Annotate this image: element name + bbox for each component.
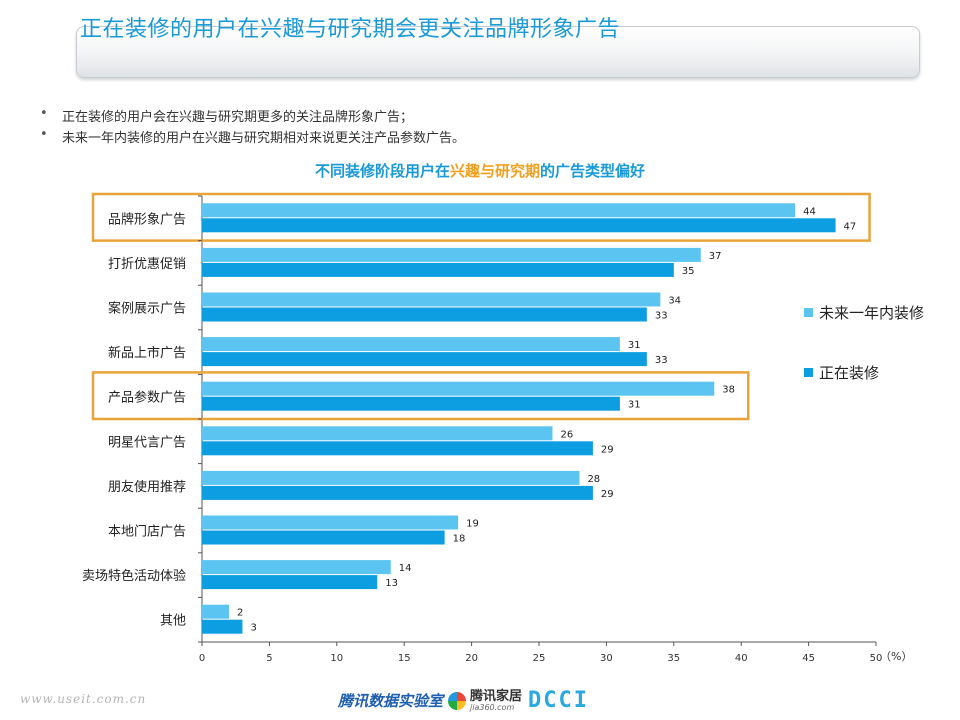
- bar-current: [202, 575, 378, 590]
- bullet-dot-icon: •: [40, 106, 48, 121]
- bullet-item: • 未来一年内装修的用户在兴趣与研究期相对来说更关注产品参数广告。: [40, 127, 465, 148]
- jia360-logo-subtext: jia360.com: [470, 703, 515, 712]
- legend-label-current: 正在装修: [819, 364, 880, 382]
- bar-current: [202, 396, 620, 411]
- data-label: 35: [682, 266, 695, 277]
- category-label: 产品参数广告: [108, 390, 186, 406]
- bar-current: [202, 485, 593, 500]
- x-tick-label: 25: [533, 653, 546, 664]
- bullet-list: • 正在装修的用户会在兴趣与研究期更多的关注品牌形象广告； • 未来一年内装修的…: [40, 106, 465, 148]
- chart-title-part1: 不同装修阶段用户在: [314, 162, 450, 180]
- page-title: 正在装修的用户在兴趣与研究期会更关注品牌形象广告: [80, 17, 621, 42]
- data-label: 28: [587, 474, 600, 485]
- footer-logo-jia360: 腾讯家居 jia360.com: [448, 688, 522, 714]
- axis-unit-label: （%）: [880, 650, 913, 663]
- category-label: 卖场特色活动体验: [82, 568, 186, 584]
- category-label: 品牌形象广告: [108, 211, 186, 227]
- x-tick-label: 30: [600, 653, 613, 664]
- bar-future: [202, 426, 553, 441]
- data-label: 26: [560, 429, 573, 440]
- data-label: 2: [237, 608, 243, 619]
- bar-current: [202, 530, 445, 545]
- x-tick-label: 5: [266, 653, 272, 664]
- x-tick-label: 0: [199, 653, 205, 664]
- data-label: 33: [655, 311, 668, 322]
- bar-current: [202, 262, 674, 277]
- jia360-logo-icon: [448, 692, 466, 710]
- legend-swatch-current: [804, 368, 813, 377]
- x-tick-label: 10: [330, 653, 343, 664]
- x-tick-label: 35: [667, 653, 680, 664]
- category-label: 新品上市广告: [108, 345, 186, 361]
- legend-swatch-future: [804, 308, 813, 317]
- data-label: 13: [385, 578, 398, 589]
- x-tick-label: 50: [870, 653, 883, 664]
- legend-item-future: 未来一年内装修: [804, 302, 924, 323]
- data-label: 34: [668, 296, 681, 307]
- category-label: 案例展示广告: [108, 302, 186, 317]
- legend-item-current: 正在装修: [804, 362, 879, 383]
- chart-title-part2: 的广告类型偏好: [540, 162, 646, 180]
- bar-current: [202, 352, 647, 367]
- bullet-text: 未来一年内装修的用户在兴趣与研究期相对来说更关注产品参数广告。: [62, 131, 466, 146]
- chart-title: 不同装修阶段用户在兴趣与研究期的广告类型偏好: [0, 160, 960, 181]
- bar-future: [202, 292, 661, 307]
- bullet-text: 正在装修的用户会在兴趣与研究期更多的关注品牌形象广告；: [62, 110, 414, 125]
- bar-future: [202, 515, 459, 530]
- bar-current: [202, 619, 243, 634]
- data-label: 29: [601, 444, 614, 455]
- category-label: 其他: [160, 614, 186, 629]
- category-label: 打折优惠促销: [108, 257, 186, 272]
- bar-current: [202, 218, 836, 233]
- title-bar: [76, 26, 920, 78]
- data-label: 33: [655, 355, 668, 366]
- jia360-logo-text: 腾讯家居: [470, 689, 523, 704]
- data-label: 31: [628, 400, 641, 411]
- chart-title-highlight: 兴趣与研究期: [449, 162, 540, 180]
- data-label: 18: [453, 534, 466, 545]
- highlight-box: [91, 371, 750, 421]
- data-label: 19: [466, 519, 479, 530]
- legend-label-future: 未来一年内装修: [819, 304, 925, 322]
- footer-logo-tencent-lab: 腾讯数据实验室: [338, 692, 444, 710]
- x-tick-label: 15: [398, 653, 411, 664]
- data-label: 31: [628, 340, 641, 351]
- bar-future: [202, 381, 715, 396]
- bar-future: [202, 604, 229, 619]
- bar-current: [202, 441, 593, 456]
- data-label: 38: [722, 385, 735, 396]
- bar-future: [202, 470, 580, 485]
- x-tick-label: 45: [802, 653, 815, 664]
- category-label: 朋友使用推荐: [108, 479, 186, 495]
- highlight-box: [91, 192, 871, 242]
- x-tick-label: 40: [735, 653, 748, 664]
- bar-future: [202, 247, 701, 262]
- footer-logo-dcci: DCCI: [528, 688, 589, 713]
- x-tick-label: 20: [465, 653, 478, 664]
- bullet-dot-icon: •: [40, 127, 48, 142]
- data-label: 29: [601, 489, 614, 500]
- bar-current: [202, 307, 647, 322]
- data-label: 44: [803, 206, 816, 217]
- category-label: 本地门店广告: [108, 525, 186, 540]
- footer-website: www.useit.com.cn: [20, 692, 147, 706]
- category-label: 明星代言广告: [108, 435, 186, 450]
- data-label: 3: [250, 623, 256, 634]
- bar-future: [202, 203, 796, 218]
- data-label: 37: [709, 251, 722, 262]
- data-label: 14: [399, 563, 412, 574]
- bullet-item: • 正在装修的用户会在兴趣与研究期更多的关注品牌形象广告；: [40, 106, 465, 127]
- bar-future: [202, 337, 620, 352]
- bar-future: [202, 560, 391, 575]
- data-label: 47: [844, 221, 857, 232]
